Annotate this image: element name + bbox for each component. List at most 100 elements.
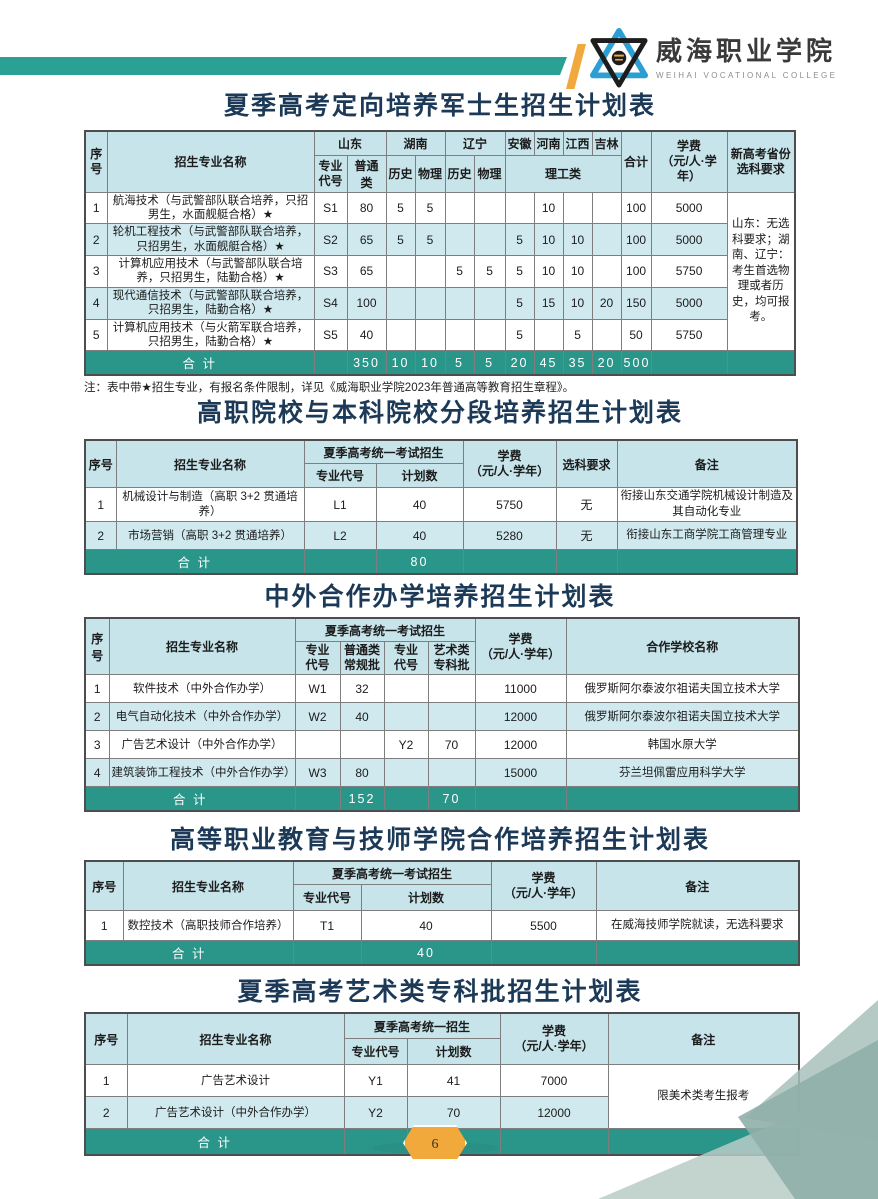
section-title-3plus2: 高职院校与本科院校分段培养招生计划表 — [196, 399, 683, 427]
table-cell: 5 — [385, 223, 416, 256]
column-header: 专业代号 — [303, 463, 377, 489]
table-cell: 12000 — [474, 730, 567, 760]
college-logo-icon — [590, 28, 648, 88]
total-label: 合 计 — [84, 940, 294, 966]
table-military: 序 号 招生专业名称 山东 湖南 辽宁 安徽 河南 江西 吉林 合计 学费 （元… — [84, 130, 797, 376]
table-cell — [591, 255, 622, 288]
table-cell: 20 — [591, 350, 622, 376]
table-cell: 65 — [346, 223, 387, 256]
table-cell — [427, 702, 476, 732]
table-art: 序号 招生专业名称 夏季高考统一招生 学费 （元/人·学年） 备注 专业代号 计… — [84, 1011, 801, 1156]
column-header: 艺术类 专科批 — [427, 641, 476, 676]
table-cell: 70 — [406, 1096, 501, 1130]
table-cell: 3 — [84, 730, 110, 760]
table-cell: 80 — [339, 758, 385, 788]
table-row: 1 机械设计与制造（高职 3+2 贯通培养） L1 40 5750 无 衔接山东… — [84, 487, 798, 523]
major-name: 市场营销（高职 3+2 贯通培养） — [115, 521, 305, 551]
table-cell: S4 — [313, 286, 348, 320]
table-cell: 5 — [504, 318, 535, 352]
remark-cell: 在威海技师学院就读，无选科要求 — [595, 910, 800, 942]
column-header: 序号 — [84, 617, 110, 676]
table-cell: 10 — [533, 191, 564, 225]
table-cell: 5750 — [650, 255, 728, 288]
table-cell: 1 — [84, 1064, 128, 1098]
column-header: 专业 代号 — [294, 641, 341, 676]
major-name: 数控技术（高职技师合作培养） — [122, 910, 294, 942]
table-cell — [383, 702, 429, 732]
major-name: 电气自动化技术（中外合作办学） — [108, 702, 296, 732]
table-cell: 10 — [562, 255, 593, 288]
column-header: 序号 — [84, 1012, 128, 1066]
column-header: 安徽 — [504, 130, 535, 156]
table-cell: 5000 — [650, 191, 728, 225]
table-cell — [414, 255, 446, 288]
column-header: 备注 — [595, 860, 800, 912]
header-accent-slash — [566, 44, 586, 89]
table-cell — [339, 730, 385, 760]
table-cell — [444, 223, 475, 256]
table-cell: 10 — [562, 286, 593, 320]
table-cell: S5 — [313, 318, 348, 352]
table-cell: 1 — [84, 910, 124, 942]
table-cell: 11000 — [474, 674, 567, 704]
column-header: 选科要求 — [555, 439, 618, 489]
table-row: 2 轮机工程技术（与武警部队联合培养，只招男生，水面舰艇合格）★ S2 65 5… — [84, 223, 795, 256]
section-title-art: 夏季高考艺术类专科批招生计划表 — [237, 978, 643, 1006]
content-area: 夏季高考定向培养军士生招生计划表 序 号 招生专业名称 山东 湖南 辽宁 安徽 … — [84, 92, 801, 1156]
total-row: 合 计 152 70 — [84, 786, 800, 812]
table-row: 1 航海技术（与武警部队联合培养，只招男生，水面舰艇合格）★ S1 80 5 5… — [84, 191, 796, 352]
college-name-block: 威海职业学院 WEIHAI VOCATIONAL COLLEGE — [656, 37, 876, 79]
column-header: 备注 — [607, 1012, 800, 1066]
page-number: 6 — [403, 1125, 467, 1161]
table-cell — [385, 255, 416, 288]
table-cell: 100 — [346, 286, 387, 320]
table-cell: 70 — [427, 730, 476, 760]
column-header: 理工类 — [504, 154, 622, 193]
table-cell — [292, 940, 362, 966]
table-cell — [383, 758, 429, 788]
table-cell: Y2 — [343, 1096, 408, 1130]
total-label: 合 计 — [84, 549, 305, 575]
column-header: 学费 （元/人·学年） — [490, 860, 597, 912]
table-cell: 2 — [84, 1096, 128, 1130]
table-cell: 无 — [555, 521, 618, 551]
table-row: 4 建筑装饰工程技术（中外合作办学） W3 80 15000 芬兰坦佩雷应用科学… — [84, 758, 800, 788]
table-row: 2 电气自动化技术（中外合作办学） W2 40 12000 俄罗斯阿尔泰波尔祖诺… — [84, 702, 800, 732]
table-cell: 100 — [620, 223, 652, 256]
table-row: 1 数控技术（高职技师合作培养） T1 40 5500 在威海技师学院就读，无选… — [84, 910, 800, 942]
table-cell — [555, 549, 618, 575]
remark-cell: 衔接山东工商学院工商管理专业 — [616, 521, 798, 551]
table-cell — [565, 786, 800, 812]
column-header: 河南 — [533, 130, 564, 156]
table-cell: 32 — [339, 674, 385, 704]
table-cell: 5 — [414, 223, 446, 256]
partner-school: 俄罗斯阿尔泰波尔祖诺夫国立技术大学 — [565, 702, 800, 732]
page-number-badge: 6 — [372, 1125, 498, 1161]
table-cell — [462, 549, 557, 575]
table-cell — [650, 350, 728, 376]
table-cell: 2 — [84, 521, 117, 551]
column-header: 序号 — [84, 439, 117, 489]
table-cell — [444, 191, 475, 225]
table-row: 3 计算机应用技术（与武警部队联合培养，只招男生，陆勤合格）★ S3 65 5 … — [84, 255, 795, 288]
table-cell: 10 — [562, 223, 593, 256]
major-name: 机械设计与制造（高职 3+2 贯通培养） — [115, 487, 305, 523]
table-cell: 12000 — [499, 1096, 609, 1130]
section-title-technician: 高等职业教育与技师学院合作培养招生计划表 — [169, 826, 710, 854]
table-cell: S3 — [313, 255, 348, 288]
subject-requirement-note: 山东：无选科要求；湖南、辽宁：考生首选物理或者历史，均可报考。 — [726, 191, 796, 352]
table-cell — [444, 318, 475, 352]
table-cell: 5 — [84, 318, 108, 352]
column-header: 学费 （元/人·学年） — [474, 617, 567, 676]
table-sino-foreign: 序号 招生专业名称 夏季高考统一考试招生 学费 （元/人·学年） 合作学校名称 … — [84, 616, 801, 812]
table-row: 2 市场营销（高职 3+2 贯通培养） L2 40 5280 无 衔接山东工商学… — [84, 521, 798, 551]
major-name: 航海技术（与武警部队联合培养，只招男生，水面舰艇合格）★ — [106, 191, 315, 225]
table-cell: L1 — [303, 487, 377, 523]
section-title-military: 夏季高考定向培养军士生招生计划表 — [223, 93, 656, 120]
table-cell: 5 — [504, 223, 535, 256]
table-cell — [383, 786, 429, 812]
total-row: 合 计 40 — [84, 940, 800, 966]
table-cell — [473, 318, 506, 352]
column-header: 招生专业名称 — [108, 617, 296, 676]
table-cell: 15000 — [474, 758, 567, 788]
